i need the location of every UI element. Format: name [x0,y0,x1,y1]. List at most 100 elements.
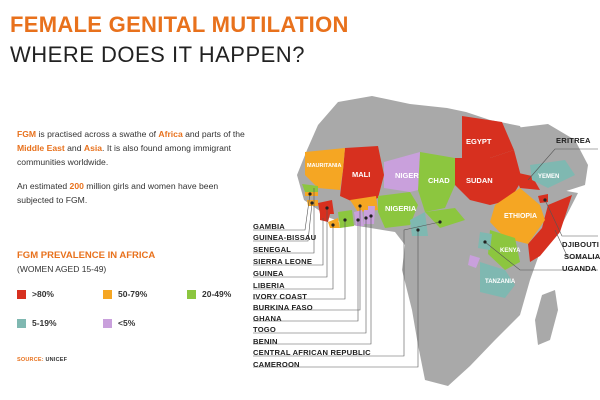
leader-djibouti [544,199,598,237]
legend-label: >80% [32,289,54,299]
dot-gambia [308,192,312,196]
map-label-yemen: YEMEN [538,174,559,180]
leader-liberia [253,225,334,290]
callout-liberia: LIBERIA [253,281,285,290]
callout-benin: BENIN [253,337,278,346]
legend-swatch-teal [17,318,26,328]
intro-text-6: million girls and women have been subjec… [17,181,219,205]
map-label-egypt: EGYPT [466,137,492,146]
country-drc-east [468,255,480,268]
country-kenya [488,230,520,270]
legend-item-purple: <5% [103,318,135,328]
dot-ivory-coast [343,218,347,222]
callout-togo: TOGO [253,325,277,334]
leader-burkina-faso [253,206,361,311]
map-label-nigeria: NIGERIA [385,204,417,213]
leader-benin [253,216,372,345]
country-central-african-republic [425,208,465,228]
dot-liberia [331,223,335,227]
callout-gambia: GAMBIA [253,222,285,231]
map-label-chad: CHAD [428,176,450,185]
country-liberia [328,218,340,228]
leader-gambia [253,193,311,231]
intro-fgm: FGM [17,129,37,139]
country-ghana [354,210,364,226]
country-chad [418,152,455,212]
intro-paragraph-1: FGM is practised across a swathe of Afri… [17,127,257,169]
intro-text-2: and parts of the [182,129,245,139]
page-subtitle: WHERE DOES IT HAPPEN? [10,42,305,67]
dot-uganda [483,240,487,244]
callout-somalia: SOMALIA [564,252,600,261]
callout-guinea-bissau: GUINEA-BISSAU [253,233,317,242]
callout-djibouti: DJIBOUTI [562,240,600,249]
source-label: SOURCE: [17,357,44,363]
callout-uganda: UGANDA [562,264,597,273]
country-sudan [455,150,522,205]
callout-ghana: GHANA [253,314,282,323]
country-tanzania [480,262,515,298]
map-label-mauritania: MAURITANIA [307,163,341,169]
intro-text-1: is practised across a swathe of [36,129,159,139]
map-label-tanzania: TANZANIA [485,279,516,285]
country-eritrea [514,172,540,190]
country-egypt [462,116,514,158]
dot-burkina-faso [358,204,362,208]
intro-text-5: An estimated [17,181,70,191]
country-sierra-leone [320,214,330,222]
country-somalia [528,195,572,262]
callout-burkina-faso: BURKINA FASO [253,303,313,312]
map-label-ethiopia: ETHIOPIA [504,213,537,220]
legend-item-orange: 50-79% [103,289,147,299]
callout-sierra-leone: SIERRA LEONE [253,257,313,266]
callout-central-african-republic: CENTRAL AFRICAN REPUBLIC [253,348,371,357]
dot-guinea [325,206,329,210]
leader-sierra-leone [253,218,324,266]
map-label-mali: MALI [352,170,370,179]
dot-guinea-bissau [310,201,314,205]
country-mali [340,146,384,205]
country-ethiopia [490,188,545,244]
legend-item-red: >80% [17,289,54,299]
callout-cameroon: CAMEROON [253,360,300,369]
legend-title: FGM PREVALENCE IN AFRICA [17,250,156,261]
dot-togo [364,216,368,220]
leader-senegal [253,188,315,254]
intro-middle-east: Middle East [17,143,65,153]
leader-ivory-coast [253,220,346,300]
dot-djibouti [543,198,547,202]
leader-uganda [484,241,598,271]
leader-guinea [253,208,328,278]
callout-ivory-coast: IVORY COAST [253,292,308,301]
legend-swatch-purple [103,318,112,328]
dot-cameroon [416,228,420,232]
map-label-kenya: KENYA [500,248,521,254]
legend-swatch-red [17,289,26,299]
left-callout-lines [253,188,441,368]
intro-text: FGM is practised across a swathe of Afri… [17,127,257,217]
right-callout-lines [484,148,598,271]
leader-cameroon [253,230,419,368]
legend-subtitle: (WOMEN AGED 15-49) [17,264,107,274]
callout-senegal: SENEGAL [253,245,292,254]
legend-swatch-green [187,289,196,299]
leader-ghana [253,220,359,322]
madagascar [535,290,558,345]
legend-item-teal: 5-19% [17,318,57,328]
source-note: SOURCE: UNICEF [17,357,67,363]
legend-label: 20-49% [202,289,232,299]
dot-ghana [356,218,360,222]
map-label-niger: NIGER [395,171,419,180]
leader-central-african-republic [253,221,441,357]
callout-dots [308,192,547,244]
callout-eritrea: ERITREA [556,136,591,145]
map-label-sudan: SUDAN [466,176,493,185]
intro-200: 200 [69,181,84,191]
country-cameroon [410,212,428,236]
intro-paragraph-2: An estimated 200 million girls and women… [17,179,257,207]
intro-text-3: and [64,143,84,153]
legend-item-green: 20-49% [187,289,231,299]
leader-guinea-bissau [253,202,313,242]
legend-label: 5-19% [32,318,57,328]
